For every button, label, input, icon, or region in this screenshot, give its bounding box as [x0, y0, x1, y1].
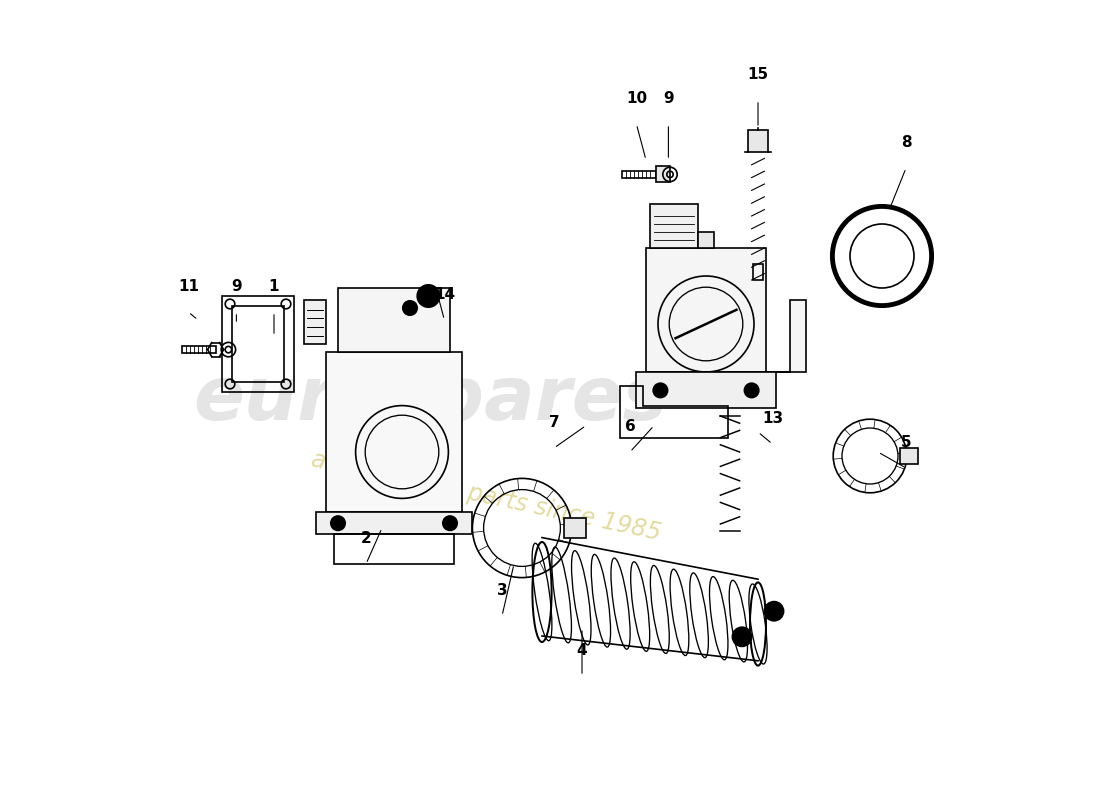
Text: 7: 7 — [549, 415, 559, 430]
Polygon shape — [646, 248, 806, 372]
Text: 4: 4 — [576, 643, 587, 658]
Circle shape — [443, 516, 458, 530]
Bar — [698, 232, 714, 248]
Bar — [656, 166, 670, 182]
Circle shape — [403, 301, 417, 315]
Bar — [637, 372, 776, 408]
Circle shape — [417, 285, 440, 307]
Circle shape — [653, 383, 668, 398]
Text: 8: 8 — [901, 135, 911, 150]
Circle shape — [331, 516, 345, 530]
Text: 3: 3 — [497, 583, 507, 598]
Bar — [182, 346, 216, 353]
Text: 15: 15 — [747, 67, 769, 82]
Bar — [621, 171, 656, 178]
Bar — [754, 264, 762, 280]
Bar — [650, 204, 699, 248]
Bar — [334, 534, 454, 564]
Bar — [317, 512, 472, 534]
Text: 5: 5 — [901, 435, 911, 450]
Text: 6: 6 — [625, 419, 636, 434]
Text: eurospares: eurospares — [192, 363, 667, 437]
Bar — [222, 296, 294, 392]
Text: 13: 13 — [762, 411, 783, 426]
Circle shape — [764, 602, 783, 621]
Text: 14: 14 — [433, 287, 455, 302]
Text: a passion for parts since 1985: a passion for parts since 1985 — [309, 447, 663, 545]
Text: 9: 9 — [231, 279, 242, 294]
Text: 1: 1 — [268, 279, 279, 294]
Text: 9: 9 — [663, 91, 673, 106]
Bar — [326, 352, 462, 512]
Bar — [748, 130, 768, 152]
Bar — [304, 300, 326, 344]
Text: 2: 2 — [361, 531, 372, 546]
Bar — [901, 448, 918, 464]
Bar — [338, 288, 450, 352]
Bar — [232, 306, 284, 382]
Circle shape — [733, 627, 751, 646]
Text: 10: 10 — [626, 91, 647, 106]
Text: 11: 11 — [178, 279, 199, 294]
Bar — [563, 518, 586, 538]
Circle shape — [745, 383, 759, 398]
